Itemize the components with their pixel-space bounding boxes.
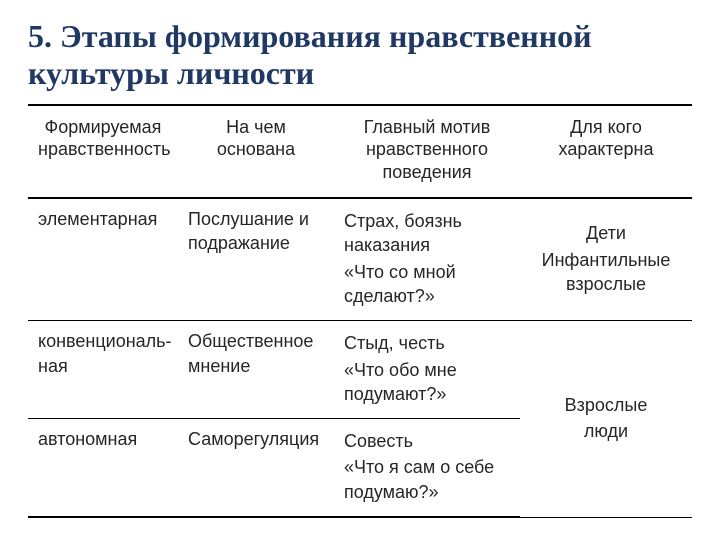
motive-line: Страх, боязнь наказания [344, 209, 510, 258]
audience-line: Инфантильные взрослые [530, 248, 682, 297]
table-header-row: Формируемая нравственность На чем основа… [28, 105, 692, 199]
motive-line: «Что со мной сделают?» [344, 260, 510, 309]
cell-basis: Общественное мнение [178, 321, 334, 419]
col-basis: На чем основана [178, 105, 334, 199]
cell-morality: конвенциональ-ная [28, 321, 178, 419]
motive-line: Стыд, честь [344, 331, 510, 355]
cell-audience: Дети Инфантильные взрослые [520, 198, 692, 321]
motive-line: «Что обо мне подумают?» [344, 358, 510, 407]
audience-line: люди [530, 419, 682, 443]
cell-basis: Саморегуляция [178, 419, 334, 517]
cell-motive: Совесть «Что я сам о себе подумаю?» [334, 419, 520, 517]
cell-basis: Послушание и подражание [178, 198, 334, 321]
motive-line: «Что я сам о себе подумаю?» [344, 455, 510, 504]
table-row: элементарная Послушание и подражание Стр… [28, 198, 692, 321]
motive-line: Совесть [344, 429, 510, 453]
cell-motive: Страх, боязнь наказания «Что со мной сде… [334, 198, 520, 321]
slide: 5. Этапы формирования нравственной культ… [0, 0, 720, 540]
slide-title: 5. Этапы формирования нравственной культ… [28, 18, 692, 92]
cell-motive: Стыд, честь «Что обо мне подумают?» [334, 321, 520, 419]
cell-morality: автономная [28, 419, 178, 517]
cell-morality: элементарная [28, 198, 178, 321]
table-row: конвенциональ-ная Общественное мнение Ст… [28, 321, 692, 419]
stages-table: Формируемая нравственность На чем основа… [28, 104, 692, 518]
audience-line: Дети [530, 221, 682, 245]
cell-audience: Взрослые люди [520, 321, 692, 517]
col-audience: Для кого характерна [520, 105, 692, 199]
audience-line: Взрослые [530, 393, 682, 417]
col-morality: Формируемая нравственность [28, 105, 178, 199]
col-motive: Главный мотив нравственного поведения [334, 105, 520, 199]
